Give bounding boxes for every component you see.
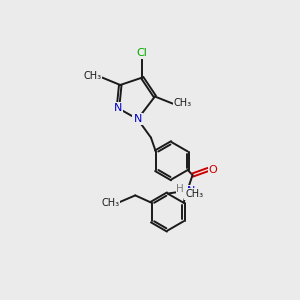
Text: N: N bbox=[114, 103, 122, 113]
Text: O: O bbox=[209, 164, 218, 175]
Text: N: N bbox=[187, 186, 195, 196]
Text: CH₃: CH₃ bbox=[101, 198, 119, 208]
Text: H: H bbox=[176, 184, 184, 194]
Text: CH₃: CH₃ bbox=[185, 189, 203, 199]
Text: N: N bbox=[134, 114, 142, 124]
Text: Cl: Cl bbox=[136, 48, 147, 58]
Text: CH₃: CH₃ bbox=[174, 98, 192, 108]
Text: CH₃: CH₃ bbox=[83, 71, 101, 81]
